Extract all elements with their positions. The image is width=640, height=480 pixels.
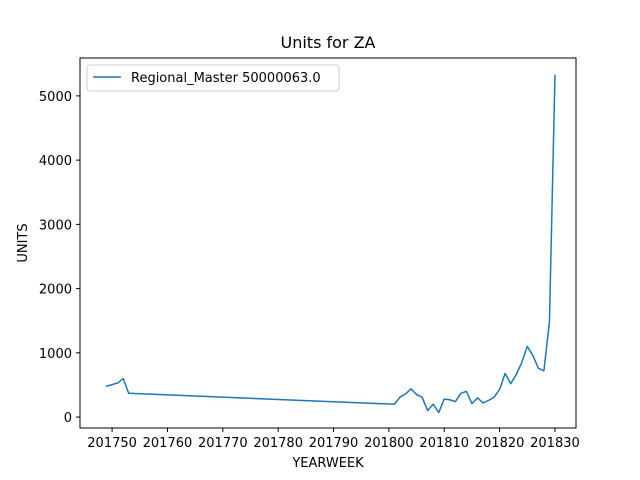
data-point <box>465 390 467 392</box>
data-point <box>515 374 517 376</box>
y-tick-label: 3000 <box>39 218 72 233</box>
data-point <box>532 354 534 356</box>
data-point <box>488 399 490 401</box>
data-point <box>449 399 451 401</box>
x-tick-label: 201780 <box>253 436 303 451</box>
data-point <box>526 345 528 347</box>
data-point <box>432 403 434 405</box>
data-point <box>122 378 124 380</box>
y-axis-ticks: 0 1000 2000 3000 4000 5000 <box>39 90 80 426</box>
data-point <box>504 372 506 374</box>
x-tick-label: 201790 <box>309 436 359 451</box>
data-point <box>499 388 501 390</box>
data-point <box>410 388 412 390</box>
x-tick-label: 201830 <box>530 436 580 451</box>
y-tick-label: 2000 <box>39 283 72 298</box>
legend-label: Regional_Master 50000063.0 <box>131 71 321 86</box>
data-point <box>493 396 495 398</box>
data-point <box>128 392 130 394</box>
series-line-0 <box>105 74 556 414</box>
data-point <box>405 393 407 395</box>
legend: Regional_Master 50000063.0 <box>86 64 340 92</box>
data-point <box>106 385 108 387</box>
data-point <box>476 397 478 399</box>
data-point <box>537 367 539 369</box>
x-tick-label: 201820 <box>475 436 525 451</box>
data-point <box>510 383 512 385</box>
data-point <box>471 403 473 405</box>
data-point <box>427 410 429 412</box>
data-point <box>454 401 456 403</box>
y-tick-label: 1000 <box>39 347 72 362</box>
x-axis-label: YEARWEEK <box>291 456 364 471</box>
data-point <box>399 396 401 398</box>
data-point <box>548 321 550 323</box>
data-point <box>117 382 119 384</box>
data-point <box>554 74 556 76</box>
y-axis-label: UNITS <box>16 223 31 262</box>
data-point <box>482 402 484 404</box>
y-tick-label: 0 <box>64 411 72 426</box>
legend-box <box>86 64 340 92</box>
x-tick-label: 201760 <box>143 436 193 451</box>
data-point <box>443 398 445 400</box>
data-point <box>421 396 423 398</box>
x-axis-ticks: 201750 201760 201770 201780 201790 201800 2018… <box>87 428 580 451</box>
x-tick-label: 201750 <box>87 436 137 451</box>
y-tick-label: 4000 <box>39 154 72 169</box>
data-point <box>438 412 440 414</box>
data-point <box>521 361 523 363</box>
series-group <box>105 74 556 414</box>
chart-title: Units for ZA <box>281 33 376 52</box>
data-point <box>460 392 462 394</box>
data-point <box>543 370 545 372</box>
x-tick-label: 201770 <box>198 436 248 451</box>
data-point <box>416 394 418 396</box>
y-tick-label: 5000 <box>39 90 72 105</box>
x-tick-label: 201800 <box>364 436 414 451</box>
data-point <box>393 403 395 405</box>
plot-frame <box>79 57 577 429</box>
x-tick-label: 201810 <box>419 436 469 451</box>
